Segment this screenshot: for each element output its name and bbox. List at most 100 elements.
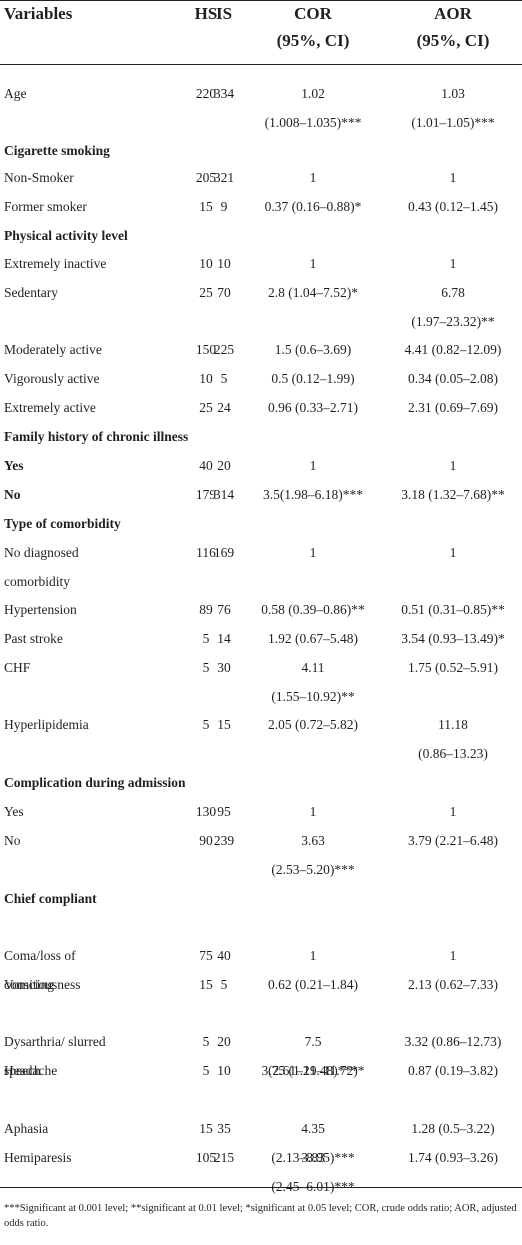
aor-value: 3.18 (1.32–7.68)** [384,480,522,509]
hs-count: 25 [199,400,213,415]
hs-count: 10 [199,256,213,271]
cor-value-line: 1 [309,804,317,819]
is-count: 169 [213,545,235,560]
cor-value-line: (2.61–21.48)*** [268,1063,358,1078]
cor-value: 7.5 (2.61–21.48)*** [248,1027,378,1085]
is-count: 15 [217,717,231,732]
cor-value: 2.05 (0.72–5.82) [248,710,378,739]
hs-count: 25 [199,285,213,300]
cor-value: 4.35 (2.13–8.95)*** [248,1114,378,1172]
aor-value-line: 3.79 (2.21–6.48) [408,833,498,848]
cor-value: 3.63 (2.53–5.20)*** [248,826,378,884]
header-cor-ci: (95%, CI) [276,31,350,50]
aor-value: 1 [384,451,522,480]
cor-value: 1.5 (0.6–3.69) [248,335,378,364]
variable-label: No diagnosed comorbidity [4,538,79,596]
variable-label: Moderately active [4,335,102,364]
header-hs: HS [194,4,218,23]
hs-count: 15 [199,977,213,992]
variable-label-line: consciousness [4,977,81,992]
aor-value: 1 [384,249,522,278]
aor-value: 1 [384,163,522,192]
aor-value-line: 0.34 (0.05–2.08) [408,371,498,386]
section-heading: Chief compliant [4,891,97,906]
hs-count: 5 [202,717,210,732]
variable-label: Extremely inactive [4,249,106,278]
variable-label-line: Dysarthria/ slurred [4,1034,106,1049]
aor-value-line: 1 [449,458,457,473]
hs-count: 15 [199,1121,213,1136]
variable-label-line: No [4,833,21,848]
cor-value-line: 2.05 (0.72–5.82) [268,717,358,732]
aor-value: 3.54 (0.93–13.49)* [384,624,522,653]
cor-value: 1.02 (1.008–1.035)*** [248,79,378,137]
aor-value-line: (1.97–23.32)** [411,314,495,329]
variable-label: Non-Smoker [4,163,74,192]
variable-label-line: Hyperlipidemia [4,717,89,732]
hs-count: 130 [195,804,217,819]
variable-label: No [4,826,21,855]
is-count: 225 [213,342,235,357]
is-count: 14 [217,631,231,646]
aor-value-line: 1 [449,256,457,271]
is-count: 30 [217,660,231,675]
cor-value-line: 1.02 [301,86,325,101]
cor-value: 1 [248,163,378,192]
variable-label-line: Extremely active [4,400,96,415]
bottom-rule [0,1187,522,1188]
hs-count: 5 [202,1063,210,1078]
hs-count: 15 [199,199,213,214]
cor-value: 2.8 (1.04–7.52)* [248,278,378,307]
cor-value: 0.58 (0.39–0.86)** [248,595,378,624]
aor-value: 1.75 (0.52–5.91) [384,653,522,682]
is-count: 40 [217,948,231,963]
cor-value: 3.5(1.98–6.18)*** [248,480,378,509]
variable-label-line: Extremely inactive [4,256,107,271]
variable-label: Yes [4,797,24,826]
is-count: 20 [217,1034,231,1049]
variable-label: No [4,480,21,509]
is-count: 10 [217,1063,231,1078]
is-count: 95 [217,804,231,819]
hs-count: 5 [202,631,210,646]
variable-label: Extremely active [4,393,96,422]
aor-value: 3.32 (0.86–12.73) [384,1027,522,1056]
cor-value-line: 3.83 [301,1150,325,1165]
cor-value-line: 4.35 [301,1121,325,1136]
cor-value-line: 0.62 (0.21–1.84) [268,977,358,992]
aor-value: 6.78 (1.97–23.32)** [384,278,522,336]
section-heading: Type of comorbidity [4,516,121,531]
variable-label-line: Sedentary [4,285,58,300]
cor-value-line: (2.45–6.01)*** [271,1179,355,1194]
cor-value-line: 1 [309,948,317,963]
variable-label: Coma/loss of consciousness [4,941,81,999]
aor-value-line: 0.51 (0.31–0.85)** [401,602,505,617]
cor-value-line: 1 [309,458,317,473]
variable-label-line: Age [4,86,27,101]
variable-label-line: Yes [4,804,24,819]
cor-value-line: (1.008–1.035)*** [264,115,362,130]
variable-label: Sedentary [4,278,58,307]
aor-value-line: 11.18 [438,717,468,732]
variable-label: Hypertension [4,595,77,624]
hs-count: 105 [195,1150,217,1165]
hs-count: 205 [195,170,217,185]
aor-value: 1 [384,797,522,826]
cor-value: 3.83 (2.45–6.01)*** [248,1143,378,1201]
table-footnote: ***Significant at 0.001 level; **signifi… [4,1203,517,1229]
aor-value-line: 1 [449,804,457,819]
variable-label-line: No [4,487,21,502]
aor-value: 4.41 (0.82–12.09) [384,335,522,364]
cor-value: 4.11 (1.55–10.92)** [248,653,378,711]
cor-value-line: 1 [309,256,317,271]
variable-label-line: Non-Smoker [4,170,74,185]
variable-label-line: No diagnosed [4,545,79,560]
aor-value-line: 0.43 (0.12–1.45) [408,199,498,214]
hs-count: 40 [199,458,213,473]
variable-label-line: Headache [4,1063,58,1078]
aor-value-line: 1 [449,170,457,185]
cor-value-line: 3.75 (1.19–11.72)* [261,1063,365,1078]
variable-label-line: Past stroke [4,631,63,646]
aor-value: 0.34 (0.05–2.08) [384,364,522,393]
variable-label: Hemiparesis [4,1143,71,1172]
